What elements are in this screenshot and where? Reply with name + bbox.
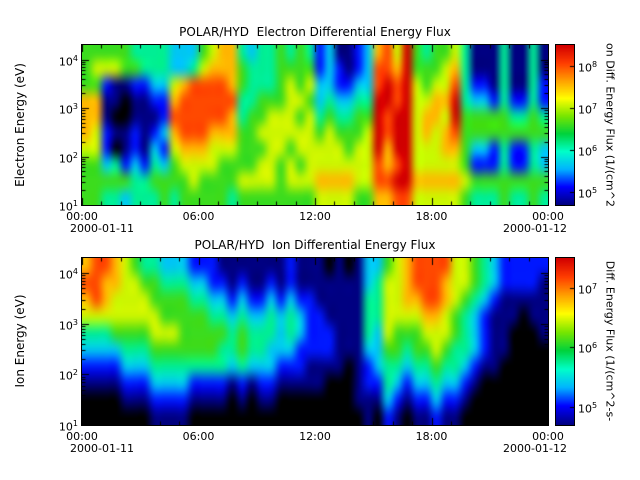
ion-spectrogram bbox=[81, 257, 549, 426]
axis-tick-label: 105 bbox=[578, 401, 598, 416]
axis-tick-label: 105 bbox=[578, 186, 598, 202]
ion-colorbar bbox=[555, 257, 575, 426]
axis-tick-label: 00:00 bbox=[66, 210, 98, 223]
axis-tick-label: 101 bbox=[58, 199, 78, 214]
axis-tick-label: 06:00 bbox=[182, 210, 215, 223]
ion-energy-axis-label: Ion Energy (eV) bbox=[13, 294, 27, 388]
ion-panel-title: POLAR/HYD Ion Differential Energy Flux bbox=[194, 238, 436, 252]
axis-tick-label: 103 bbox=[58, 317, 78, 333]
axis-tick-label: 104 bbox=[58, 267, 78, 282]
axis-tick-label: 103 bbox=[58, 102, 78, 117]
electron-spectrogram bbox=[81, 44, 549, 206]
axis-tick-label: 104 bbox=[58, 53, 78, 69]
axis-tick-label: 101 bbox=[58, 419, 78, 434]
ion-date-right: 2000-01-12 bbox=[503, 442, 567, 455]
axis-tick-label: 00:00 bbox=[532, 210, 564, 223]
axis-tick-label: 102 bbox=[58, 150, 78, 166]
electron-date-right: 2000-01-12 bbox=[503, 222, 567, 235]
axis-tick-label: 00:00 bbox=[66, 430, 98, 443]
axis-tick-label: 102 bbox=[58, 368, 78, 384]
axis-tick-label: 18:00 bbox=[415, 430, 448, 443]
electron-panel-title: POLAR/HYD Electron Differential Energy F… bbox=[179, 25, 451, 39]
electron-date-left: 2000-01-11 bbox=[70, 222, 134, 235]
axis-tick-label: 106 bbox=[578, 341, 598, 357]
electron-colorbar bbox=[555, 44, 575, 206]
axis-tick-label: 108 bbox=[578, 60, 598, 75]
axis-tick-label: 107 bbox=[578, 102, 598, 117]
axis-tick-label: 107 bbox=[578, 281, 598, 297]
ion-date-left: 2000-01-11 bbox=[70, 442, 134, 455]
electron-energy-axis-label: Electron Energy (eV) bbox=[13, 63, 27, 187]
axis-tick-label: 18:00 bbox=[415, 210, 448, 223]
axis-tick-label: 00:00 bbox=[532, 430, 564, 443]
axis-tick-label: 12:00 bbox=[299, 430, 331, 443]
axis-tick-label: 12:00 bbox=[299, 210, 331, 223]
axis-tick-label: 106 bbox=[578, 144, 598, 159]
axis-tick-label: 06:00 bbox=[182, 430, 215, 443]
